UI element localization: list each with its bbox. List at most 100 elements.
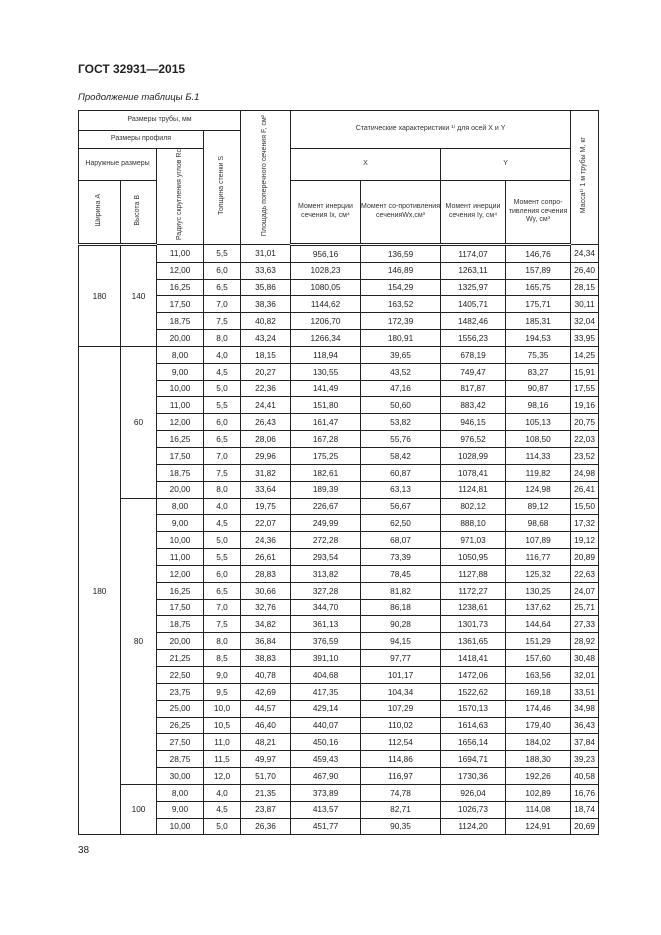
cell-mass: 36,43 (570, 716, 600, 735)
cell-iy: 1361,65 (440, 632, 507, 651)
cell-thickness: 7,0 (202, 447, 242, 465)
cell-ix: 450,16 (290, 733, 362, 752)
cell-ix: 130,55 (290, 362, 362, 381)
table-caption: Продолжение таблицы Б.1 (78, 92, 200, 103)
cell-thickness: 4,0 (202, 345, 242, 364)
cell-wx: 114,86 (360, 750, 442, 769)
cell-wx: 53,82 (360, 413, 442, 432)
cell-thickness: 7,5 (202, 312, 242, 331)
cell-wx: 180,91 (360, 329, 442, 347)
cell-radius: 8,00 (156, 497, 204, 516)
cell-wx: 74,78 (360, 783, 442, 802)
cell-wx: 97,77 (360, 649, 442, 667)
cell-wx: 47,16 (360, 379, 442, 398)
table-row: 30,00 12,0 51,70 467,90 116,97 1730,36 192,26 4… (79, 767, 600, 785)
cell-ix: 361,13 (290, 615, 362, 634)
cell-area: 31,82 (240, 463, 292, 482)
cell-mass: 24,34 (570, 243, 600, 263)
table-row: 20,00 8,0 36,84 376,59 94,15 1361,65 151,29 28,… (79, 632, 600, 651)
cell-area: 24,41 (240, 396, 292, 415)
cell-thickness: 8,0 (202, 480, 242, 499)
cell-wy: 98,16 (505, 396, 572, 415)
cell-wx: 146,89 (360, 261, 442, 280)
cell-wy: 125,32 (505, 564, 572, 583)
header-pipe-sizes: Размеры трубы, мм (77, 110, 242, 131)
table-row: 9,00 4,5 20,27 130,55 43,52 749,47 83,27 15,91 (79, 362, 600, 381)
cell-area: 33,63 (240, 261, 292, 280)
cell-area: 40,82 (240, 312, 292, 331)
table-row: 27,50 11,0 48,21 450,16 112,54 1656,14 184,02 3… (79, 733, 600, 752)
cell-ix: 1080,05 (290, 278, 362, 297)
header-axis-x: X (290, 148, 442, 181)
cell-height-b: 60 (120, 345, 157, 499)
cell-mass: 39,23 (570, 750, 600, 769)
cell-wy: 151,29 (505, 632, 572, 651)
cell-mass: 16,76 (570, 783, 600, 802)
cell-ix: 272,28 (290, 531, 362, 550)
cell-iy: 1325,97 (440, 278, 507, 297)
cell-wy: 163,56 (505, 665, 572, 684)
cell-area: 35,86 (240, 278, 292, 297)
cell-mass: 30,11 (570, 295, 600, 314)
cell-ix: 1206,70 (290, 312, 362, 331)
cell-iy: 1050,95 (440, 548, 507, 566)
cell-thickness: 4,5 (202, 362, 242, 381)
cell-iy: 1472,06 (440, 665, 507, 684)
cell-ix: 226,67 (290, 497, 362, 516)
cell-radius: 20,00 (156, 480, 204, 499)
cell-mass: 33,95 (570, 329, 600, 347)
table-row: 180 140 11,00 5,5 31,01 956,16 136,59 1174,07 14… (78, 243, 600, 347)
table-row: 18,75 7,5 34,82 361,13 90,28 1301,73 144,64 27,… (79, 615, 600, 634)
cell-ix: 404,68 (290, 665, 362, 684)
cell-mass: 25,71 (570, 598, 600, 617)
cell-radius: 9,00 (156, 362, 204, 381)
cell-iy: 976,52 (440, 430, 507, 449)
cell-mass: 19,12 (570, 531, 600, 550)
cell-wx: 81,82 (360, 581, 442, 600)
cell-radius: 9,00 (156, 800, 204, 819)
cell-radius: 8,00 (156, 783, 204, 802)
cell-iy: 1127,88 (440, 564, 507, 583)
cell-ix: 376,59 (290, 632, 362, 651)
cell-mass: 17,55 (570, 379, 600, 398)
cell-wx: 116,97 (360, 767, 442, 785)
cell-wx: 104,34 (360, 682, 442, 701)
cell-mass: 24,98 (570, 463, 600, 482)
table-row: 17,50 7,0 38,36 1144,62 163,52 1405,71 175,71 3… (79, 295, 600, 314)
cell-radius: 12,00 (156, 413, 204, 432)
cell-ix: 151,80 (290, 396, 362, 415)
cell-thickness: 6,0 (202, 564, 242, 583)
cell-iy: 802,12 (440, 497, 507, 516)
cell-wy: 116,77 (505, 548, 572, 566)
table-row: 11,00 5,5 26,61 293,54 73,39 1050,95 116,77 20,… (79, 548, 600, 566)
cell-iy: 888,10 (440, 514, 507, 533)
cell-radius: 17,50 (156, 295, 204, 314)
cell-radius: 16,25 (156, 278, 204, 297)
cell-ix: 1028,23 (290, 261, 362, 280)
cell-radius: 23,75 (156, 682, 204, 701)
cell-iy: 1124,20 (440, 817, 507, 836)
cell-wy: 130,25 (505, 581, 572, 600)
cell-wx: 90,28 (360, 615, 442, 634)
cell-iy: 1482,46 (440, 312, 507, 331)
cell-thickness: 5,5 (202, 396, 242, 415)
cell-area: 32,76 (240, 598, 292, 617)
cell-area: 46,40 (240, 716, 292, 735)
cell-thickness: 5,0 (202, 379, 242, 398)
table-row: 16,25 6,5 30,66 327,28 81,82 1172,27 130,25 24,… (79, 581, 600, 600)
cell-radius: 20,00 (156, 632, 204, 651)
cell-mass: 28,92 (570, 632, 600, 651)
cell-ix: 1266,34 (290, 329, 362, 347)
cell-ix: 182,61 (290, 463, 362, 482)
cell-ix: 141,49 (290, 379, 362, 398)
cell-wx: 78,45 (360, 564, 442, 583)
cell-wx: 62,50 (360, 514, 442, 533)
cell-ix: 417,35 (290, 682, 362, 701)
cell-thickness: 4,5 (202, 800, 242, 819)
cell-thickness: 7,5 (202, 615, 242, 634)
cell-iy: 749,47 (440, 362, 507, 381)
cell-iy: 1418,41 (440, 649, 507, 667)
cell-height-b: 100 (120, 783, 157, 836)
cell-mass: 18,74 (570, 800, 600, 819)
cell-mass: 15,50 (570, 497, 600, 516)
